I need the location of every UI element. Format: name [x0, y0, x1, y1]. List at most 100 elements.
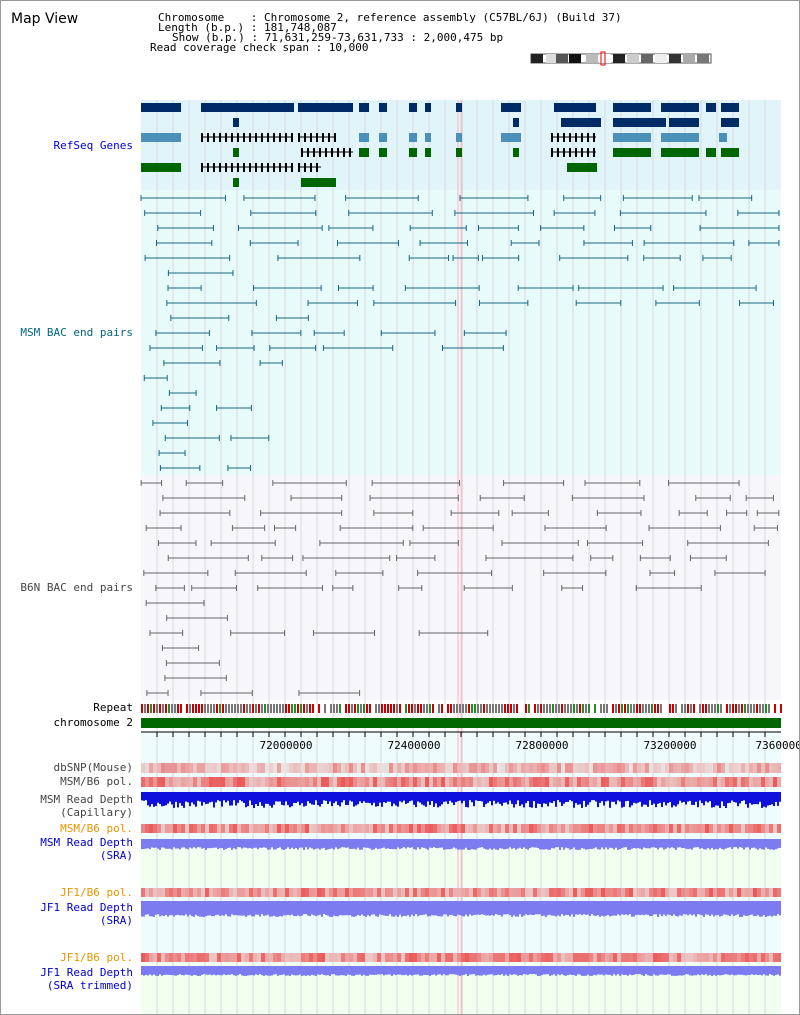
polymorphism-cell — [513, 777, 517, 787]
read-depth-bar — [167, 839, 169, 849]
polymorphism-cell — [393, 953, 397, 962]
read-depth-bar — [563, 966, 565, 976]
read-depth-bar — [455, 901, 457, 917]
read-depth-bar — [297, 839, 299, 850]
polymorphism-cell — [153, 953, 157, 962]
read-depth-bar — [751, 901, 753, 915]
gene-block — [613, 118, 666, 127]
read-depth-bar — [329, 901, 331, 917]
polymorphism-cell — [269, 824, 273, 833]
polymorphism-cell — [753, 763, 757, 773]
read-depth-bar — [653, 966, 655, 975]
polymorphism-cell — [353, 777, 357, 787]
polymorphism-cell — [685, 888, 689, 897]
polymorphism-cell — [453, 953, 457, 962]
read-depth-bar — [419, 839, 421, 850]
polymorphism-cell — [153, 763, 157, 773]
repeat-segment — [327, 704, 329, 713]
read-depth-bar — [201, 901, 203, 917]
read-depth-bar — [779, 901, 781, 916]
gene-block — [233, 148, 239, 157]
read-depth-bar — [181, 792, 183, 806]
read-depth-bar — [385, 901, 387, 916]
polymorphism-cell — [545, 763, 549, 773]
read-depth-bar — [179, 792, 181, 804]
read-depth-bar — [687, 839, 689, 850]
ideogram-band — [641, 54, 653, 63]
read-depth-bar — [449, 839, 451, 850]
polymorphism-cell — [497, 777, 501, 787]
read-depth-bar — [529, 966, 531, 975]
gene-exon — [279, 163, 281, 172]
polymorphism-cell — [225, 824, 229, 833]
polymorphism-cell — [509, 777, 513, 787]
read-depth-bar — [281, 839, 283, 850]
read-depth-bar — [523, 839, 525, 848]
polymorphism-cell — [285, 763, 289, 773]
read-depth-bar — [403, 966, 405, 976]
polymorphism-cell — [557, 824, 561, 833]
read-depth-bar — [607, 901, 609, 915]
polymorphism-cell — [729, 888, 733, 897]
read-depth-bar — [729, 901, 731, 917]
polymorphism-cell — [649, 888, 653, 897]
read-depth-bar — [769, 839, 771, 850]
read-depth-bar — [217, 839, 219, 850]
read-depth-bar — [573, 792, 575, 808]
polymorphism-cell — [457, 888, 461, 897]
read-depth-bar — [383, 966, 385, 976]
repeat-segment — [726, 704, 728, 713]
polymorphism-cell — [181, 777, 185, 787]
polymorphism-cell — [205, 777, 209, 787]
polymorphism-cell — [357, 777, 361, 787]
read-depth-bar — [473, 966, 475, 975]
polymorphism-cell — [445, 824, 449, 833]
polymorphism-cell — [341, 824, 345, 833]
read-depth-bar — [347, 792, 349, 805]
read-depth-bar — [301, 966, 303, 976]
polymorphism-cell — [421, 824, 425, 833]
read-depth-bar — [599, 901, 601, 917]
read-depth-bar — [607, 966, 609, 975]
read-depth-bar — [689, 901, 691, 915]
read-depth-bar — [637, 901, 639, 915]
gene-exon — [551, 133, 553, 142]
read-depth-bar — [485, 901, 487, 916]
read-depth-bar — [595, 966, 597, 976]
polymorphism-cell — [245, 953, 249, 962]
read-depth-bar — [675, 839, 677, 850]
polymorphism-cell — [697, 777, 701, 787]
repeat-segment — [630, 704, 632, 713]
polymorphism-cell — [193, 777, 197, 787]
read-depth-bar — [281, 901, 283, 917]
read-depth-bar — [555, 792, 557, 807]
polymorphism-cell — [709, 953, 713, 962]
read-depth-bar — [755, 901, 757, 916]
polymorphism-cell — [465, 763, 469, 773]
read-depth-bar — [615, 792, 617, 805]
polymorphism-cell — [769, 888, 773, 897]
gene-exon — [267, 133, 269, 142]
polymorphism-cell — [693, 763, 697, 773]
read-depth-bar — [319, 839, 321, 850]
repeat-segment — [204, 704, 206, 713]
polymorphism-cell — [325, 777, 329, 787]
read-depth-bar — [357, 966, 359, 975]
polymorphism-cell — [549, 824, 553, 833]
read-depth-bar — [193, 839, 195, 848]
polymorphism-cell — [541, 953, 545, 962]
polymorphism-cell — [637, 888, 641, 897]
read-depth-bar — [547, 792, 549, 807]
read-depth-bar — [563, 901, 565, 916]
read-depth-bar — [585, 966, 587, 976]
polymorphism-cell — [345, 824, 349, 833]
gene-exon — [207, 133, 209, 142]
ideogram-band — [569, 54, 581, 63]
read-depth-bar — [465, 792, 467, 807]
read-depth-bar — [723, 966, 725, 975]
polymorphism-cell — [565, 824, 569, 833]
repeat-segment — [426, 704, 428, 713]
polymorphism-cell — [397, 777, 401, 787]
read-depth-bar — [263, 839, 265, 848]
